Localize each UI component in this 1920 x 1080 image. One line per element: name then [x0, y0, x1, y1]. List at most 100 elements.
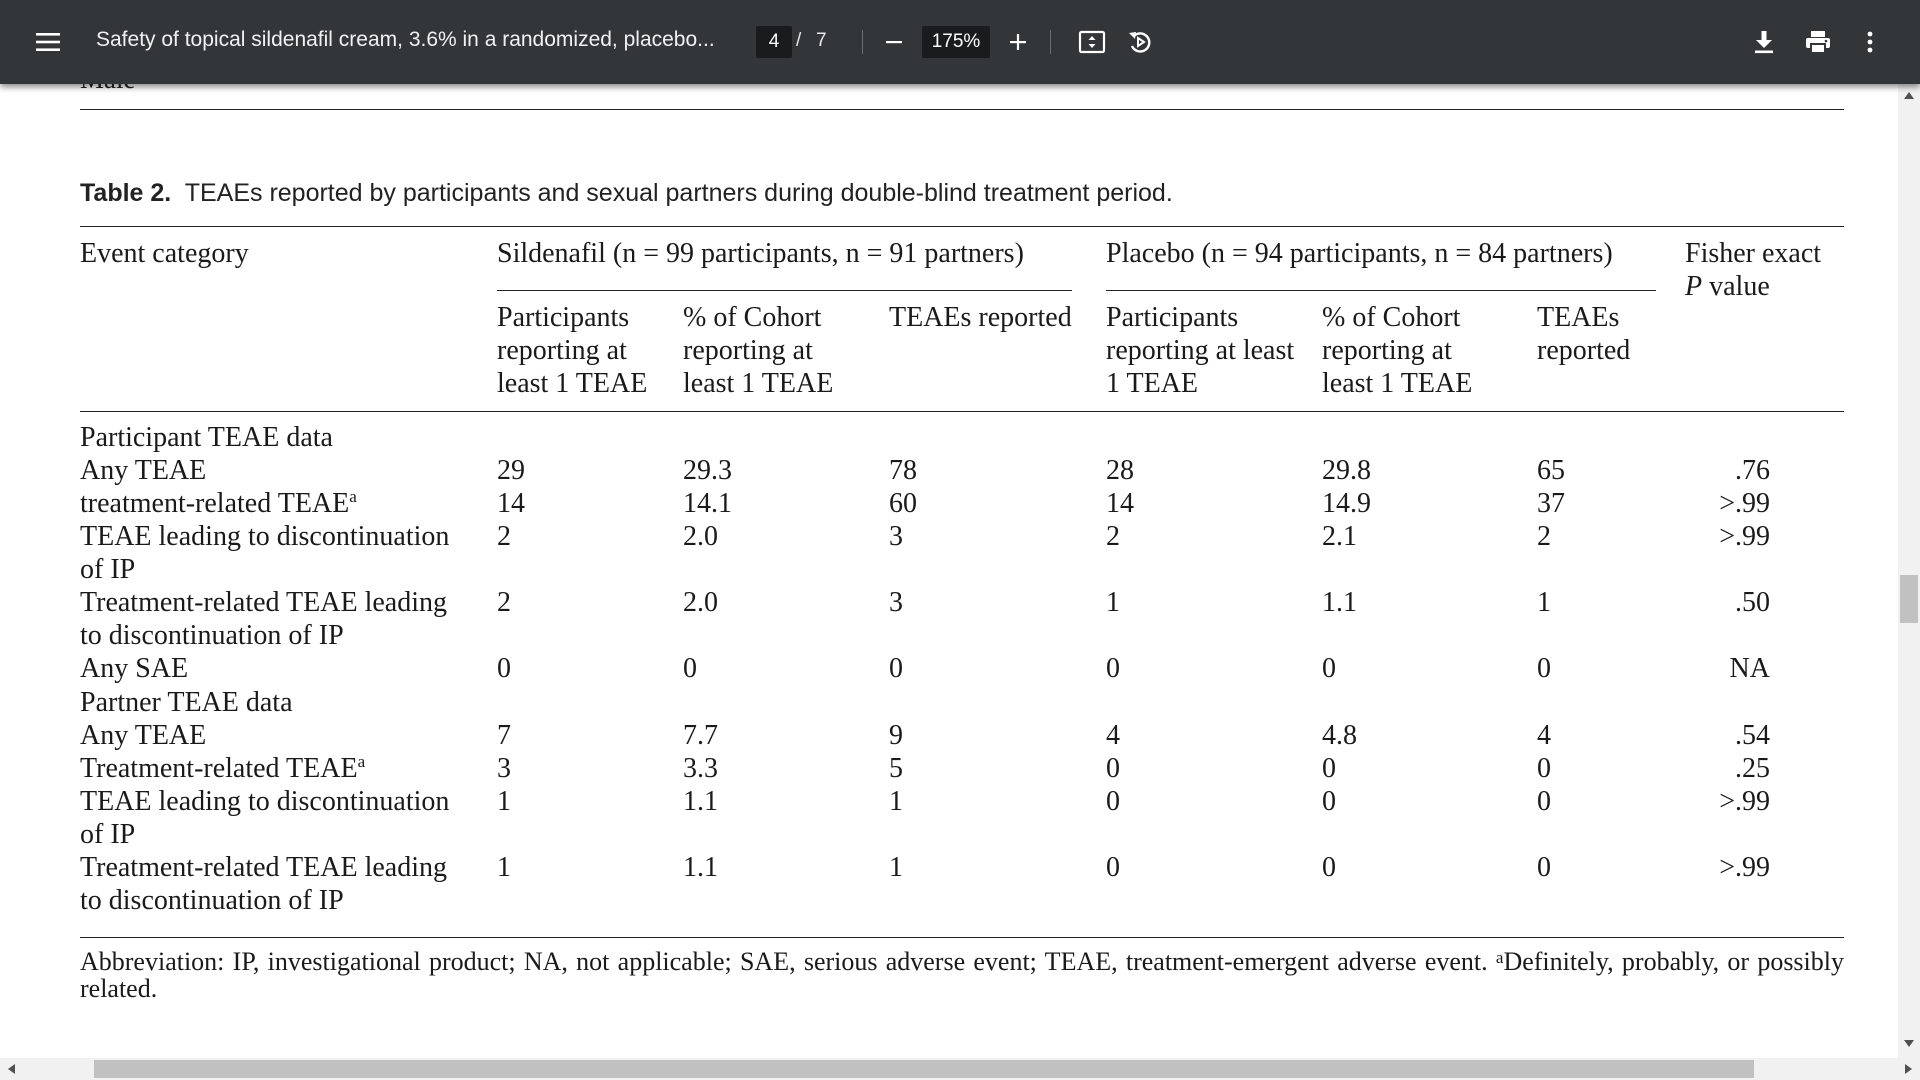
table-cell: 4 — [1537, 720, 1551, 751]
table-cell: 2.1 — [1322, 521, 1357, 552]
p-value-cell: .25 — [1735, 753, 1770, 784]
subheader-placebo-percent: % of Cohort reporting at least 1 TEAE — [1322, 302, 1473, 399]
footnote-sup: a — [1495, 948, 1504, 967]
page-separator: / — [796, 30, 802, 51]
pdf-toolbar: Safety of topical sildenafil cream, 3.6%… — [0, 0, 1920, 84]
fit-to-page-icon — [1078, 30, 1106, 54]
table-cell: 0 — [497, 653, 511, 684]
menu-button[interactable] — [28, 22, 68, 62]
subheader-sildenafil-teaes: TEAEs reported — [889, 302, 1072, 333]
p-value-cell: .76 — [1735, 455, 1770, 486]
table-cell: 1 — [497, 852, 511, 883]
row-label-sup: a — [357, 752, 366, 771]
row-label-text-line2: of IP — [80, 554, 136, 585]
p-value-cell: .54 — [1735, 720, 1770, 751]
minus-icon — [886, 41, 902, 44]
scroll-right-arrow-icon[interactable] — [1905, 1064, 1912, 1074]
rotate-button[interactable] — [1122, 24, 1158, 60]
row-label: Treatment-related TEAE leading to discont… — [80, 851, 447, 917]
subheader-sildenafil-participants: Participants reporting at least 1 TEAE — [497, 302, 648, 399]
table-bottom-rule-previous — [80, 109, 1844, 110]
table-caption: Table 2. TEAEs reported by participants … — [80, 179, 1173, 208]
table-cell: 0 — [1106, 753, 1120, 784]
table-cell: 1 — [1537, 587, 1551, 618]
page-number-input[interactable]: 4 — [756, 26, 792, 58]
table-cell: 0 — [1106, 786, 1120, 817]
table-cell: 1 — [889, 786, 903, 817]
col-header-fisher-value: value — [1709, 271, 1770, 302]
row-label-text: Treatment-related TEAE leading — [80, 587, 447, 618]
footnote-tail: Definitely, probably, or possibly relate… — [80, 947, 1844, 1003]
row-label-text-line2: to discontinuation of IP — [80, 885, 344, 916]
row-label-text: Treatment-related TEAE leading — [80, 852, 447, 883]
table-caption-text: TEAEs reported by participants and sexua… — [184, 179, 1173, 207]
table-cell: 4.8 — [1322, 720, 1357, 751]
p-value-cell: >.99 — [1719, 786, 1770, 817]
row-label: Any SAE — [80, 652, 188, 685]
download-button[interactable] — [1746, 24, 1782, 60]
row-label: Any TEAE — [80, 454, 206, 487]
table-cell: 0 — [889, 653, 903, 684]
section-label-participant: Participant TEAE data — [80, 422, 333, 453]
p-value-cell: >.99 — [1719, 521, 1770, 552]
col-header-fisher-line1: Fisher exact — [1685, 238, 1822, 269]
row-label-text: Treatment-related TEAE — [80, 753, 358, 784]
table-cell: 1.1 — [683, 786, 718, 817]
table-cell: 3 — [889, 521, 903, 552]
zoom-in-button[interactable] — [1000, 24, 1036, 60]
p-value-cell: >.99 — [1719, 852, 1770, 883]
row-label: TEAE leading to discontinuation of IP — [80, 785, 449, 851]
table-cell: 2.0 — [683, 521, 718, 552]
fit-to-page-button[interactable] — [1074, 24, 1110, 60]
zoom-level-input[interactable]: 175% — [922, 26, 990, 58]
scroll-down-arrow-icon[interactable] — [1904, 1040, 1914, 1047]
table-cell: 4 — [1106, 720, 1120, 751]
group-header-placebo: Placebo (n = 94 participants, n = 84 par… — [1106, 238, 1613, 269]
zoom-out-button[interactable] — [876, 24, 912, 60]
table-cell: 1.1 — [1322, 587, 1357, 618]
row-label-text: Any TEAE — [80, 720, 207, 751]
scroll-left-arrow-icon[interactable] — [8, 1064, 15, 1074]
table-cell: 1 — [497, 786, 511, 817]
placebo-group-rule — [1106, 290, 1656, 291]
col-header-fisher-p: P — [1685, 271, 1703, 302]
more-actions-button[interactable] — [1852, 24, 1888, 60]
table-footnote: Abbreviation: IP, investigational produc… — [80, 948, 1844, 1002]
col-header-event-category: Event category — [80, 238, 249, 269]
table-cell: 2 — [497, 521, 511, 552]
sildenafil-group-rule — [497, 290, 1072, 291]
rotate-icon — [1129, 32, 1151, 53]
row-label: Treatment-related TEAEa — [80, 752, 365, 785]
subheader-placebo-teaes: TEAEs reported — [1537, 302, 1631, 366]
pdf-viewport[interactable]: Male Table 2. TEAEs reported by particip… — [0, 0, 1898, 1058]
row-label-text: treatment-related TEAE — [80, 488, 350, 519]
table-cell: 2 — [497, 587, 511, 618]
table-cell: 0 — [683, 653, 697, 684]
vertical-scrollbar[interactable] — [1898, 84, 1920, 1058]
group-header-sildenafil: Sildenafil (n = 99 participants, n = 91 … — [497, 238, 1024, 269]
table-cell: 1 — [1106, 587, 1120, 618]
table-cell: 2 — [1537, 521, 1551, 552]
row-label: Treatment-related TEAE leading to discont… — [80, 586, 447, 652]
print-button[interactable] — [1800, 24, 1836, 60]
p-value-cell: NA — [1729, 653, 1770, 684]
row-label-text: Any TEAE — [80, 455, 207, 486]
header-bottom-rule — [80, 411, 1844, 412]
table-cell: 14.1 — [683, 488, 732, 519]
col-header-fisher: Fisher exact P value — [1685, 237, 1821, 303]
scroll-up-arrow-icon[interactable] — [1904, 92, 1914, 99]
table-cell: 14 — [1106, 488, 1134, 519]
horizontal-scroll-thumb[interactable] — [94, 1060, 1754, 1078]
table-cell: 0 — [1537, 753, 1551, 784]
table-cell: 9 — [889, 720, 903, 751]
row-label-text-line2: to discontinuation of IP — [80, 620, 344, 651]
p-value-cell: >.99 — [1719, 488, 1770, 519]
table-cell: 5 — [889, 753, 903, 784]
row-label: Any TEAE — [80, 719, 206, 752]
vertical-scroll-thumb[interactable] — [1898, 575, 1920, 623]
table-cell: 1 — [889, 852, 903, 883]
subheader-placebo-participants: Participants reporting at least 1 TEAE — [1106, 302, 1295, 399]
table-cell: 78 — [889, 455, 917, 486]
row-label-text: TEAE leading to discontinuation — [80, 521, 450, 552]
hamburger-menu-icon — [36, 33, 60, 51]
